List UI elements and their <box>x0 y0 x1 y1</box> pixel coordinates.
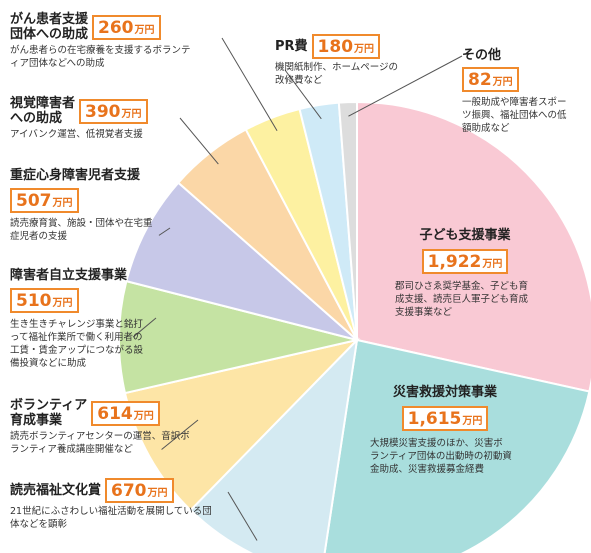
unit-pr: 万円 <box>354 44 375 55</box>
unit-gan: 万円 <box>134 24 155 36</box>
value-saigai: 1,615 <box>407 409 462 429</box>
desc-sonota: 一般助成や障害者スポーツ振興、福祉団体への低額助成など <box>462 97 567 134</box>
label-jushin: 重症心身障害児者支援 507万円 読売療育賞、施設・団体や在宅重症児者の支援 <box>10 168 170 243</box>
leader-line-volunteer <box>161 419 199 450</box>
unit-volunteer: 万円 <box>133 410 154 422</box>
value-sonota: 82 <box>468 70 492 90</box>
label-gan-title: がん患者支援 団体への助成 <box>10 12 89 42</box>
value-box-saigai: 1,615万円 <box>401 406 489 431</box>
label-kodomo-title: 子ども支援事業 <box>419 228 511 243</box>
desc-gan: がん患者らの在宅療養を支援するボランティア団体などへの助成 <box>10 45 191 69</box>
leader-line-gan <box>221 37 278 132</box>
value-box-shikaku: 390万円 <box>79 98 148 124</box>
label-gan: がん患者支援 団体への助成 260万円 がん患者らの在宅療養を支援するボランティ… <box>10 12 220 70</box>
label-saigai: 災害救援対策事業 1,615万円 大規模災害支援のほか、災害ボランティア団体の出… <box>370 385 520 476</box>
leader-line-pr <box>284 69 322 120</box>
value-jiritsu: 510 <box>16 291 52 311</box>
desc-saigai: 大規模災害支援のほか、災害ボランティア団体の出動時の初動資金助成、災害救援募金経… <box>370 438 512 475</box>
label-fukushi-title: 読売福祉文化賞 <box>10 483 102 498</box>
unit-shikaku: 万円 <box>121 108 142 120</box>
value-kodomo: 1,922 <box>427 252 482 272</box>
label-sonota: その他 82万円 一般助成や障害者スポーツ振興、福祉団体への低額助成など <box>462 48 582 135</box>
value-gan: 260 <box>98 17 134 38</box>
pie-slice-saigai <box>323 338 591 553</box>
leader-line-shikaku <box>179 117 219 165</box>
value-fukushi: 670 <box>111 481 147 501</box>
leader-line-fukushi <box>227 491 258 541</box>
unit-sonota: 万円 <box>492 77 513 88</box>
label-shikaku: 視覚障害者 への助成 390万円 アイバンク運営、低視覚者支援 <box>10 96 200 141</box>
value-box-gan: 260万円 <box>92 14 161 40</box>
unit-jiritsu: 万円 <box>52 298 73 309</box>
label-shikaku-title: 視覚障害者 への助成 <box>10 96 76 126</box>
value-volunteer: 614 <box>97 403 133 424</box>
value-box-fukushi: 670万円 <box>105 478 174 503</box>
label-jiritsu: 障害者自立支援事業 510万円 生き生きチャレンジ事業と銘打って福祉作業所で働く… <box>10 268 155 370</box>
desc-shikaku: アイバンク運営、低視覚者支援 <box>10 129 143 140</box>
value-jushin: 507 <box>16 191 52 211</box>
desc-kodomo: 郡司ひさゑ奨学基金、子ども育成支援、読売巨人軍子ども育成支援事業など <box>395 281 529 318</box>
label-pr-title: PR費 <box>275 39 308 54</box>
label-jiritsu-title: 障害者自立支援事業 <box>10 268 128 283</box>
desc-jushin: 読売療育賞、施設・団体や在宅重症児者の支援 <box>10 218 153 242</box>
label-jushin-title: 重症心身障害児者支援 <box>10 168 141 183</box>
leader-line-jushin <box>158 227 171 236</box>
unit-saigai: 万円 <box>462 416 483 427</box>
pie-slice-jiritsu <box>118 279 358 395</box>
label-volunteer: ボランティア 育成事業 614万円 読売ボランティアセンターの運営、音訳ボランテ… <box>10 398 200 456</box>
leader-line-sonota <box>348 55 463 117</box>
value-box-volunteer: 614万円 <box>91 400 160 426</box>
label-fukushi: 読売福祉文化賞 670万円 21世紀にふさわしい福祉活動を展開している団体などを… <box>10 478 240 531</box>
pie-slice-jushin <box>125 181 358 341</box>
label-sonota-title: その他 <box>462 48 502 63</box>
pie-slice-kodomo <box>356 100 591 393</box>
unit-fukushi: 万円 <box>147 488 168 499</box>
label-volunteer-title: ボランティア 育成事業 <box>10 398 88 428</box>
desc-jiritsu: 生き生きチャレンジ事業と銘打って福祉作業所で働く利用者の工賃・賃金アップにつなが… <box>10 319 144 369</box>
pie-slice-sonota <box>337 100 358 341</box>
unit-jushin: 万円 <box>52 198 73 209</box>
value-box-jushin: 507万円 <box>10 188 79 213</box>
value-pr: 180 <box>317 37 354 57</box>
pie-slice-volunteer <box>123 338 361 512</box>
label-kodomo: 子ども支援事業 1,922万円 郡司ひさゑ奨学基金、子ども育成支援、読売巨人軍子… <box>385 228 545 319</box>
label-pr: PR費 180万円 機関紙制作、ホームページの改修費など <box>275 34 435 87</box>
desc-pr: 機関紙制作、ホームページの改修費など <box>275 62 399 86</box>
desc-volunteer: 読売ボランティアセンターの運営、音訳ボランティア養成講座開催など <box>10 431 190 455</box>
leader-line-jiritsu <box>132 317 157 338</box>
value-box-kodomo: 1,922万円 <box>421 249 509 274</box>
value-shikaku: 390 <box>85 101 121 122</box>
desc-fukushi: 21世紀にふさわしい福祉活動を展開している団体などを顕彰 <box>10 506 212 530</box>
unit-kodomo: 万円 <box>482 259 503 270</box>
value-box-sonota: 82万円 <box>462 67 519 92</box>
value-box-pr: 180万円 <box>311 34 381 59</box>
value-box-jiritsu: 510万円 <box>10 288 79 313</box>
label-saigai-title: 災害救援対策事業 <box>392 385 497 400</box>
